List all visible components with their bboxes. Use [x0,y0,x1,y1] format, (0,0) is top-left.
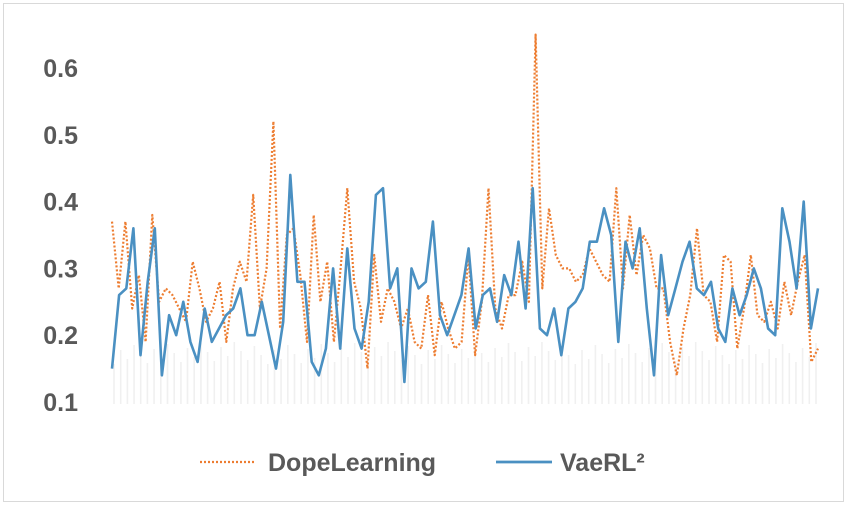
y-tick-label: 0.3 [43,255,78,283]
background-bars [113,342,817,404]
legend-label-vaerl2: VaeRL² [560,449,645,477]
series-line-dopelearning [110,33,819,377]
legend-label-dopelearning: DopeLearning [268,449,436,477]
y-tick-label: 0.5 [43,122,78,150]
chart-frame [3,3,844,502]
y-tick-label: 0.6 [43,55,78,83]
legend: DopeLearning VaeRL² [200,449,645,477]
y-tick-label: 0.2 [43,322,78,350]
series-lines [110,33,820,384]
y-axis-tick-labels: 0.1 0.2 0.3 0.4 0.5 0.6 [43,55,78,417]
y-tick-label: 0.1 [43,389,78,417]
y-tick-label: 0.4 [43,189,78,217]
series-line-vaerl2 [110,173,820,384]
